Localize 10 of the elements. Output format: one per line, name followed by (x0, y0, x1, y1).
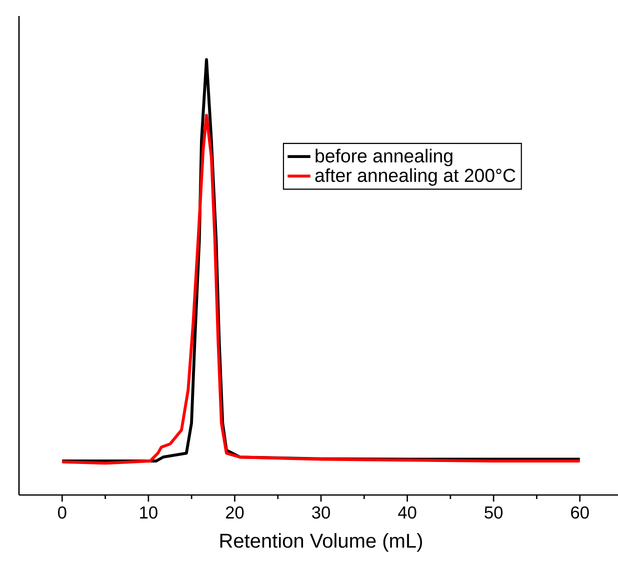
x-tick-label: 60 (571, 506, 589, 519)
legend-label: before annealing (316, 148, 452, 166)
x-tick-label: 10 (140, 506, 158, 519)
x-axis-title: Retention Volume (mL) (220, 533, 422, 552)
x-tick-label: 50 (484, 506, 503, 519)
x-tick-label: 0 (58, 506, 66, 519)
x-tick-label: 40 (398, 506, 416, 519)
x-tick-label: 20 (226, 506, 244, 519)
x-tick-label: 30 (312, 506, 330, 519)
legend-label: after annealing at 200°C (315, 168, 516, 186)
